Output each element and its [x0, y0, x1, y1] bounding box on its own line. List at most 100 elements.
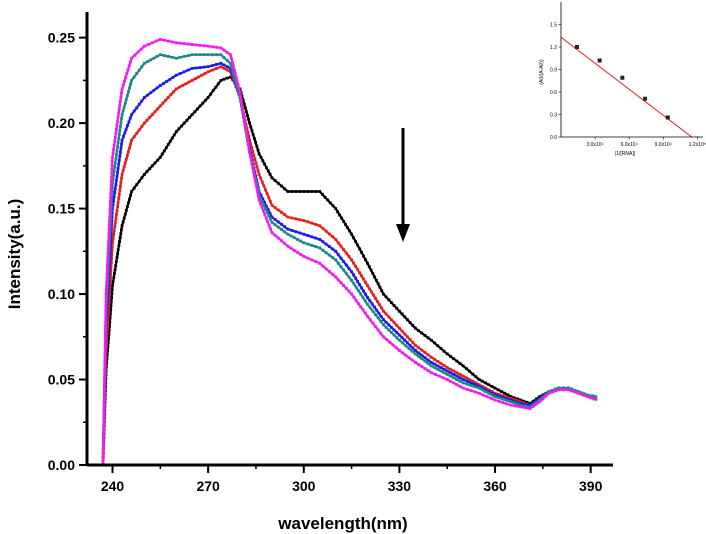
series-marker: [111, 155, 114, 159]
series-marker: [436, 364, 440, 368]
series-marker: [398, 326, 401, 330]
series-marker: [109, 192, 113, 195]
x-ticks: 240 270 300 330 360 390: [101, 465, 603, 494]
series-marker: [231, 64, 235, 68]
series-marker: [551, 389, 554, 392]
series-marker: [562, 386, 565, 390]
series-marker: [109, 300, 113, 304]
series-marker: [336, 261, 340, 265]
series-marker: [525, 400, 529, 404]
series-marker: [273, 233, 277, 237]
series-marker: [347, 267, 351, 270]
series-marker: [414, 352, 417, 356]
series-marker: [359, 292, 363, 296]
series-marker: [366, 284, 369, 287]
series-marker: [477, 391, 481, 395]
series-marker: [102, 427, 105, 431]
series-marker: [107, 228, 111, 232]
series-marker: [254, 182, 258, 186]
series-marker: [206, 44, 210, 48]
series-marker: [106, 328, 109, 332]
series-marker: [126, 94, 129, 97]
series-marker: [211, 68, 214, 72]
series-marker: [114, 131, 118, 135]
series-marker: [436, 344, 440, 348]
series-marker: [119, 99, 122, 103]
series-marker: [541, 395, 545, 399]
series-marker: [171, 75, 175, 79]
series-marker: [225, 76, 229, 80]
series-marker: [404, 344, 408, 348]
series-marker: [186, 54, 190, 57]
series-marker: [155, 55, 159, 58]
series-markers-curve-4: [101, 53, 594, 467]
series-marker: [120, 224, 124, 228]
series-marker: [109, 273, 113, 276]
series-marker: [436, 367, 440, 371]
series-marker: [501, 394, 505, 398]
series-marker: [117, 193, 121, 196]
series-marker: [455, 378, 459, 381]
main-series-group: [101, 38, 598, 467]
series-marker: [109, 312, 112, 316]
series-marker: [339, 256, 343, 260]
series-marker: [143, 96, 146, 99]
series-marker: [382, 335, 385, 339]
series-marker: [382, 323, 385, 327]
series-marker: [109, 235, 113, 238]
series-marker: [347, 289, 351, 293]
series-marker: [251, 166, 255, 170]
series-marker: [156, 107, 160, 111]
series-marker: [528, 407, 532, 410]
series-marker: [117, 244, 121, 247]
series-marker: [155, 86, 159, 90]
series-marker: [262, 203, 266, 207]
series-marker: [115, 213, 118, 216]
series-marker: [261, 159, 265, 163]
series-marker: [107, 328, 111, 332]
series-marker: [439, 347, 443, 350]
series-marker: [107, 304, 111, 308]
series-marker: [107, 333, 111, 336]
series-marker: [535, 399, 538, 402]
series-marker: [158, 53, 162, 57]
series-marker: [342, 260, 345, 263]
series-marker: [113, 139, 117, 143]
inset-x-tick-label: 9.0x10⁴: [655, 142, 672, 148]
series-marker: [306, 242, 310, 246]
series-marker: [166, 96, 170, 99]
series-marker: [387, 323, 391, 327]
series-marker: [480, 388, 484, 392]
series-marker: [132, 135, 136, 139]
series-marker: [334, 207, 338, 210]
series-marker: [105, 272, 109, 276]
series-marker: [465, 376, 468, 380]
series-marker: [110, 159, 114, 163]
series-marker: [102, 415, 106, 419]
series-marker: [106, 256, 110, 260]
series-marker: [487, 383, 491, 387]
series-marker: [370, 290, 373, 294]
series-marker: [219, 61, 223, 65]
series-marker: [586, 395, 589, 398]
series-marker: [417, 351, 420, 355]
series-marker: [120, 117, 123, 120]
series-marker: [256, 194, 260, 198]
series-marker: [497, 394, 501, 398]
series-marker: [127, 201, 130, 205]
series-marker: [489, 396, 493, 400]
series-marker: [112, 199, 115, 202]
series-marker: [113, 221, 117, 225]
series-marker: [334, 249, 338, 253]
series-marker: [321, 248, 325, 252]
series-marker: [106, 260, 109, 264]
series-marker: [299, 239, 302, 243]
series-marker: [215, 53, 218, 57]
series-marker: [115, 256, 119, 259]
series-marker: [469, 389, 473, 392]
series-marker: [455, 371, 459, 375]
series-marker: [197, 75, 200, 79]
series-marker: [327, 253, 331, 257]
series-marker: [109, 269, 113, 272]
